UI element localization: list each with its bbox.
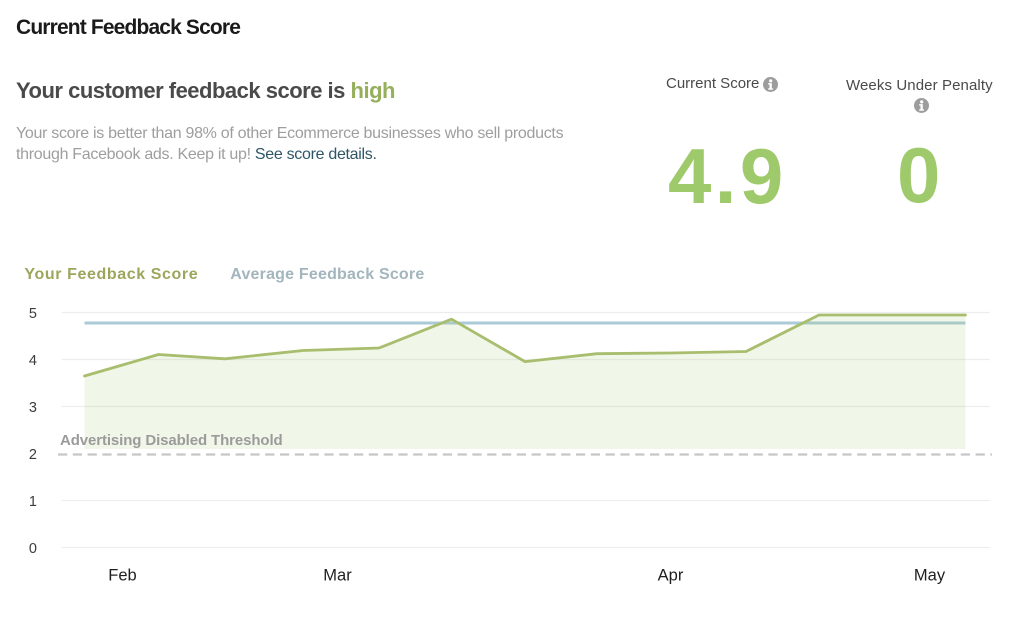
svg-text:May: May — [914, 567, 946, 585]
svg-text:0: 0 — [29, 541, 37, 557]
svg-text:3: 3 — [29, 400, 37, 416]
svg-text:Feb: Feb — [108, 567, 136, 585]
svg-text:4: 4 — [29, 353, 37, 369]
svg-text:Advertising Disabled Threshold: Advertising Disabled Threshold — [60, 432, 283, 449]
svg-text:2: 2 — [29, 447, 37, 463]
svg-text:Mar: Mar — [323, 567, 352, 585]
svg-text:1: 1 — [29, 494, 37, 510]
svg-text:5: 5 — [29, 306, 37, 322]
svg-text:Apr: Apr — [658, 567, 684, 585]
